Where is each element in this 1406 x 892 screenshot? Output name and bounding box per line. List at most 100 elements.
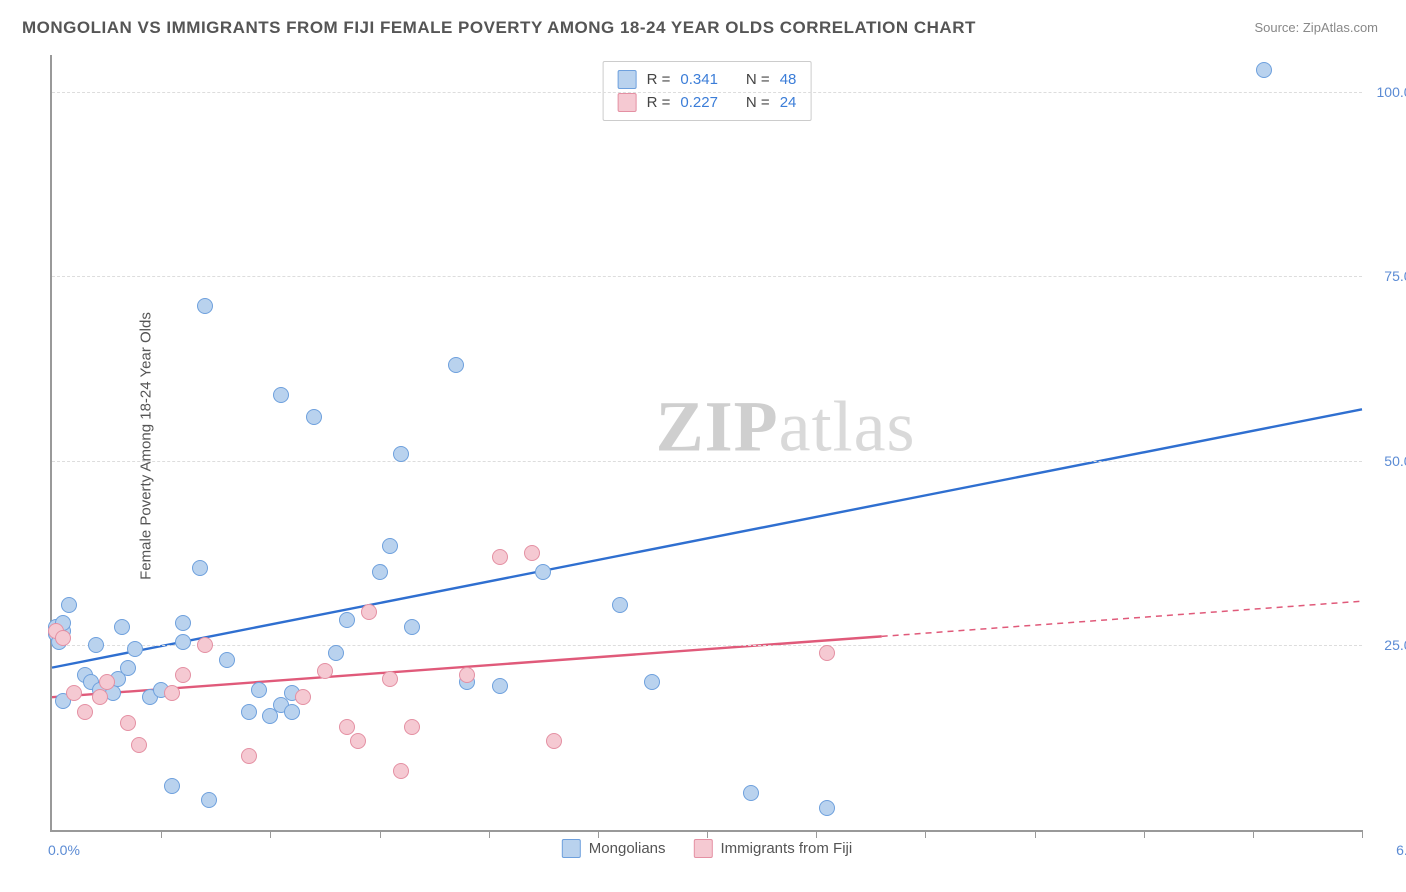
gridline bbox=[52, 276, 1362, 277]
data-point bbox=[612, 597, 628, 613]
data-point bbox=[1256, 62, 1272, 78]
x-tick bbox=[161, 830, 162, 838]
data-point bbox=[197, 298, 213, 314]
data-point bbox=[393, 446, 409, 462]
y-tick-label: 100.0% bbox=[1377, 84, 1406, 100]
data-point bbox=[459, 667, 475, 683]
data-point bbox=[295, 689, 311, 705]
data-point bbox=[197, 637, 213, 653]
x-tick bbox=[598, 830, 599, 838]
data-point bbox=[241, 704, 257, 720]
data-point bbox=[819, 800, 835, 816]
x-tick bbox=[1144, 830, 1145, 838]
data-point bbox=[393, 763, 409, 779]
data-point bbox=[164, 778, 180, 794]
gridline bbox=[52, 461, 1362, 462]
gridline bbox=[52, 645, 1362, 646]
data-point bbox=[251, 682, 267, 698]
data-point bbox=[175, 667, 191, 683]
data-point bbox=[219, 652, 235, 668]
data-point bbox=[328, 645, 344, 661]
legend-swatch bbox=[618, 70, 637, 89]
data-point bbox=[61, 597, 77, 613]
data-point bbox=[372, 564, 388, 580]
n-value: 48 bbox=[780, 71, 797, 88]
x-tick bbox=[1253, 830, 1254, 838]
x-min-label: 0.0% bbox=[48, 842, 80, 858]
gridline bbox=[52, 92, 1362, 93]
data-point bbox=[66, 685, 82, 701]
source-label: Source: ZipAtlas.com bbox=[1254, 20, 1378, 35]
data-point bbox=[404, 619, 420, 635]
n-label: N = bbox=[746, 71, 770, 88]
data-point bbox=[492, 678, 508, 694]
data-point bbox=[88, 637, 104, 653]
r-label: R = bbox=[647, 71, 671, 88]
data-point bbox=[317, 663, 333, 679]
data-point bbox=[114, 619, 130, 635]
data-point bbox=[743, 785, 759, 801]
legend-item: Immigrants from Fiji bbox=[694, 839, 853, 858]
data-point bbox=[192, 560, 208, 576]
legend-row: R = 0.341 N = 48 bbox=[618, 68, 797, 91]
data-point bbox=[404, 719, 420, 735]
data-point bbox=[77, 704, 93, 720]
data-point bbox=[241, 748, 257, 764]
x-tick bbox=[1035, 830, 1036, 838]
data-point bbox=[99, 674, 115, 690]
y-tick-label: 50.0% bbox=[1384, 453, 1406, 469]
x-tick bbox=[816, 830, 817, 838]
legend-series: Mongolians Immigrants from Fiji bbox=[562, 839, 852, 858]
data-point bbox=[175, 634, 191, 650]
y-tick-label: 25.0% bbox=[1384, 637, 1406, 653]
x-tick bbox=[707, 830, 708, 838]
legend-swatch bbox=[618, 93, 637, 112]
data-point bbox=[131, 737, 147, 753]
legend-label: Mongolians bbox=[589, 840, 666, 857]
data-point bbox=[448, 357, 464, 373]
data-point bbox=[382, 671, 398, 687]
r-label: R = bbox=[647, 94, 671, 111]
legend-label: Immigrants from Fiji bbox=[721, 840, 853, 857]
data-point bbox=[175, 615, 191, 631]
data-point bbox=[546, 733, 562, 749]
r-value: 0.341 bbox=[680, 71, 718, 88]
plot-area: ZIPatlas R =0.341N =48R =0.227N =24 Mong… bbox=[50, 55, 1362, 832]
n-value: 24 bbox=[780, 94, 797, 111]
data-point bbox=[524, 545, 540, 561]
n-label: N = bbox=[746, 94, 770, 111]
data-point bbox=[535, 564, 551, 580]
legend-item: Mongolians bbox=[562, 839, 666, 858]
data-point bbox=[284, 704, 300, 720]
x-tick bbox=[925, 830, 926, 838]
data-point bbox=[120, 660, 136, 676]
x-tick bbox=[380, 830, 381, 838]
data-point bbox=[819, 645, 835, 661]
data-point bbox=[127, 641, 143, 657]
chart-title: MONGOLIAN VS IMMIGRANTS FROM FIJI FEMALE… bbox=[22, 18, 976, 38]
data-point bbox=[339, 612, 355, 628]
data-point bbox=[306, 409, 322, 425]
watermark: ZIPatlas bbox=[656, 386, 916, 469]
x-tick bbox=[489, 830, 490, 838]
data-point bbox=[164, 685, 180, 701]
legend-swatch bbox=[694, 839, 713, 858]
legend-row: R = 0.227 N = 24 bbox=[618, 91, 797, 114]
data-point bbox=[382, 538, 398, 554]
data-point bbox=[273, 387, 289, 403]
data-point bbox=[201, 792, 217, 808]
data-point bbox=[361, 604, 377, 620]
data-point bbox=[55, 630, 71, 646]
x-max-label: 6.0% bbox=[1396, 842, 1406, 858]
y-tick-label: 75.0% bbox=[1384, 268, 1406, 284]
data-point bbox=[339, 719, 355, 735]
data-point bbox=[644, 674, 660, 690]
r-value: 0.227 bbox=[680, 94, 718, 111]
data-point bbox=[492, 549, 508, 565]
data-point bbox=[120, 715, 136, 731]
x-tick bbox=[270, 830, 271, 838]
x-tick bbox=[1362, 830, 1363, 838]
data-point bbox=[92, 689, 108, 705]
legend-swatch bbox=[562, 839, 581, 858]
data-point bbox=[350, 733, 366, 749]
